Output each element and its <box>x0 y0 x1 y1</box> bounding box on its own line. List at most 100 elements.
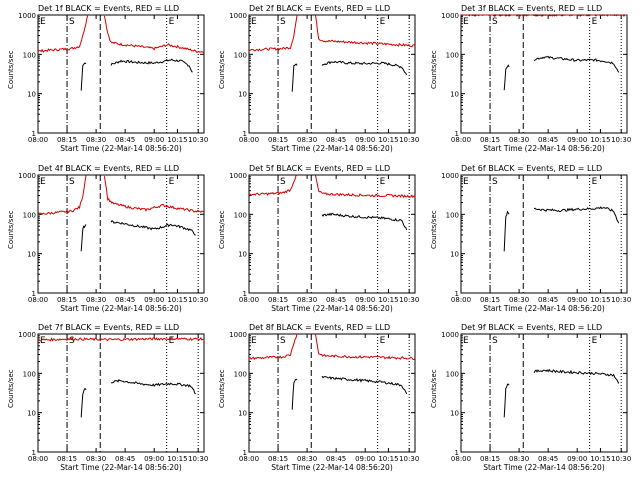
x-axis-label: Start Time (22-Mar-14 08:56:20) <box>483 304 605 313</box>
y-tick-label: 10 <box>27 410 36 418</box>
panel-title: Det 2f BLACK = Events, RED = LLD <box>249 4 390 13</box>
x-tick-label: 10:15 <box>590 296 610 304</box>
time-marker-label: E <box>463 177 469 187</box>
y-tick-label: 1 <box>32 130 36 138</box>
x-tick-label: 08:45 <box>326 136 346 144</box>
y-tick-label: 10 <box>27 91 36 99</box>
time-marker-label: S <box>492 177 498 187</box>
x-tick-label: 08:15 <box>57 455 77 463</box>
x-axis-label: Start Time (22-Mar-14 08:56:20) <box>60 304 182 313</box>
x-tick-label: 10:15 <box>378 136 398 144</box>
x-tick-label: 08:15 <box>57 136 77 144</box>
events-series-line <box>110 220 196 236</box>
lld-series-line <box>37 336 205 342</box>
x-tick-label: 08:30 <box>509 455 529 463</box>
panel-title: Det 5f BLACK = Events, RED = LLD <box>249 164 390 173</box>
panel-title: Det 4f BLACK = Events, RED = LLD <box>38 164 179 173</box>
time-marker-label: E <box>380 177 386 187</box>
x-tick-label: 09:00 <box>355 136 375 144</box>
panel-title: Det 3f BLACK = Events, RED = LLD <box>461 4 602 13</box>
lld-series-line <box>37 174 87 216</box>
lld-series-line <box>248 333 298 361</box>
y-tick-label: 100 <box>446 370 459 378</box>
x-tick-label: 08:30 <box>86 296 106 304</box>
x-tick-label: 08:00 <box>28 296 48 304</box>
x-axis-label: Start Time (22-Mar-14 08:56:20) <box>60 463 182 472</box>
x-tick-label: 10:30 <box>188 136 208 144</box>
y-axis-label: Counts/sec <box>7 50 15 89</box>
time-marker-label: E <box>169 336 175 346</box>
x-tick-label: 08:00 <box>28 455 48 463</box>
lld-series-line <box>314 333 416 361</box>
time-marker-label: S <box>69 336 75 346</box>
y-axis-label: Counts/sec <box>7 210 15 249</box>
x-tick-label: 08:45 <box>115 136 135 144</box>
x-tick-label: 10:30 <box>399 136 419 144</box>
detector-panel: Det 6f BLACK = Events, RED = LLD 1 10 100 10… <box>430 164 631 313</box>
y-tick-label: 1 <box>32 290 36 298</box>
y-tick-label: 1000 <box>18 331 36 339</box>
events-series-line <box>321 375 408 395</box>
x-tick-label: 08:00 <box>451 296 471 304</box>
events-series-line <box>321 60 408 76</box>
detector-panel: Det 8f BLACK = Events, RED = LLD 1 10 100 10… <box>218 323 419 472</box>
y-tick-label: 1000 <box>441 172 459 180</box>
time-marker-label: S <box>280 177 286 187</box>
x-tick-label: 10:15 <box>590 455 610 463</box>
x-tick-label: 08:15 <box>268 136 288 144</box>
time-marker-label: S <box>280 336 286 346</box>
x-tick-label: 08:15 <box>480 296 500 304</box>
y-axis-label: Counts/sec <box>7 369 15 408</box>
y-axis-label: Counts/sec <box>430 210 438 249</box>
y-axis-label: Counts/sec <box>430 369 438 408</box>
y-tick-label: 100 <box>446 51 459 59</box>
x-tick-label: 08:15 <box>268 455 288 463</box>
events-series-line <box>110 379 197 395</box>
x-tick-label: 08:30 <box>297 296 317 304</box>
x-tick-label: 08:00 <box>28 136 48 144</box>
x-tick-label: 08:45 <box>115 455 135 463</box>
lld-series-line <box>248 14 298 52</box>
x-tick-label: 09:00 <box>355 296 375 304</box>
x-tick-label: 10:15 <box>378 296 398 304</box>
y-tick-label: 1 <box>243 449 247 457</box>
y-axis-label: Counts/sec <box>218 369 226 408</box>
y-tick-label: 100 <box>234 211 247 219</box>
plot-frame <box>37 174 205 294</box>
y-tick-label: 1 <box>455 130 459 138</box>
x-tick-label: 08:00 <box>239 136 259 144</box>
x-tick-label: 10:30 <box>611 296 631 304</box>
events-series-line <box>80 224 87 252</box>
y-tick-label: 1 <box>455 290 459 298</box>
plot-frame <box>248 333 416 453</box>
detector-panel: Det 4f BLACK = Events, RED = LLD 1 10 100 10… <box>7 164 208 313</box>
time-marker-label: E <box>380 17 386 27</box>
x-tick-label: 10:30 <box>399 455 419 463</box>
lld-series-line <box>37 14 89 53</box>
events-series-line <box>503 383 510 418</box>
y-tick-label: 10 <box>450 251 459 259</box>
x-tick-label: 08:45 <box>326 296 346 304</box>
plot-frame <box>37 333 205 453</box>
x-axis-label: Start Time (22-Mar-14 08:56:20) <box>271 304 393 313</box>
x-tick-label: 09:00 <box>144 296 164 304</box>
y-tick-label: 100 <box>23 370 36 378</box>
lld-series-line <box>103 176 205 214</box>
y-tick-label: 1000 <box>18 172 36 180</box>
y-tick-label: 100 <box>23 211 36 219</box>
y-tick-label: 10 <box>238 91 247 99</box>
time-marker-label: E <box>40 177 46 187</box>
lld-series-line <box>248 174 298 197</box>
x-tick-label: 10:15 <box>167 136 187 144</box>
y-tick-label: 1 <box>243 130 247 138</box>
x-tick-label: 10:15 <box>167 296 187 304</box>
x-tick-label: 08:45 <box>538 296 558 304</box>
y-tick-label: 1000 <box>229 12 247 20</box>
x-tick-label: 08:30 <box>86 136 106 144</box>
x-tick-label: 08:15 <box>268 296 288 304</box>
plot-frame <box>37 14 205 134</box>
panel-title: Det 6f BLACK = Events, RED = LLD <box>461 164 602 173</box>
time-marker-label: S <box>69 17 75 27</box>
x-tick-label: 09:00 <box>567 136 587 144</box>
